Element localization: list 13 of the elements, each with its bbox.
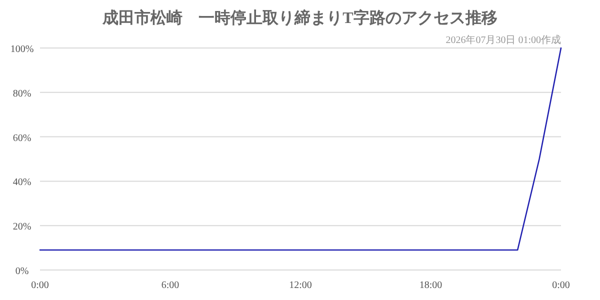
y-tick-label: 0% [15,266,29,277]
x-tick-label: 6:00 [161,280,180,291]
chart-title: 成田市松崎 一時停止取り締まりT字路のアクセス推移 [102,8,498,27]
y-tick-label: 40% [12,177,32,188]
y-tick-label: 100% [10,44,34,55]
y-tick-label: 20% [12,222,32,233]
x-tick-label: 0:00 [31,280,49,291]
chart-subtitle: 2026年07月30日 01:00作成 [446,34,561,46]
y-tick-label: 80% [12,88,32,100]
x-tick-label: 12:00 [289,280,312,291]
x-tick-label: 18:00 [419,280,442,291]
x-tick-label: 0:00 [552,280,570,291]
y-tick-label: 60% [12,132,32,144]
